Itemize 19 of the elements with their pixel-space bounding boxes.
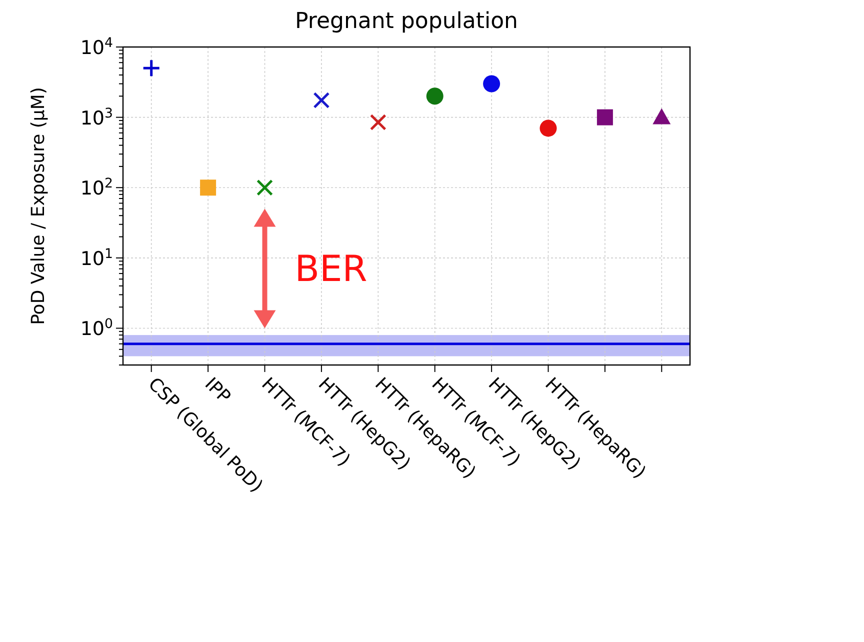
annotation: BER [294, 248, 368, 290]
point [426, 88, 444, 105]
y-tick-label: 10$^{0}$ [80, 316, 113, 340]
x-tick-label: IPP [200, 374, 235, 408]
point [596, 109, 613, 126]
y-tick-label: 10$^{2}$ [80, 176, 113, 200]
y-axis-title: PoD Value / Exposure (µM) [28, 87, 49, 325]
point [483, 75, 500, 92]
point [142, 58, 161, 78]
y-tick-label: 10$^{1}$ [80, 246, 113, 270]
point [256, 179, 273, 196]
point [652, 108, 671, 124]
point [540, 120, 557, 137]
point [200, 180, 216, 196]
point [313, 92, 330, 108]
point [370, 114, 386, 131]
chart-title: Pregnant population [295, 9, 518, 34]
y-tick-label: 10$^{3}$ [80, 106, 113, 130]
y-tick-label: 10$^{4}$ [80, 36, 113, 59]
